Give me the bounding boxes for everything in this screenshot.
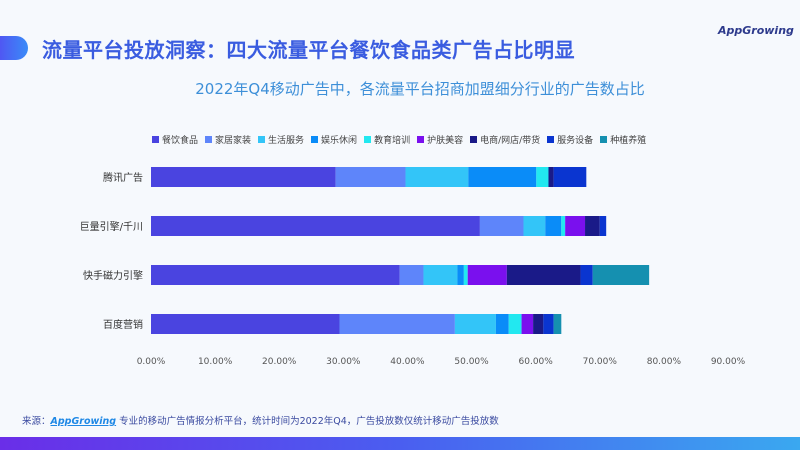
legend-item: 家居家装 [205,133,251,146]
x-tick-label: 80.00% [647,357,682,367]
bar-segment [457,265,464,285]
x-tick-label: 10.00% [198,357,233,367]
bar-segment [151,216,480,236]
bar-segment [151,265,400,285]
legend-label: 餐饮食品 [162,136,199,146]
legend-swatch [547,136,555,143]
bar-segment [548,167,554,187]
bar-segment [339,314,455,334]
legend-label: 护肤美容 [427,136,464,146]
bar-segment [423,265,458,285]
source-note: 来源：AppGrowing 专业的移动广告情报分析平台，统计时间为2022年Q4… [22,413,499,427]
bar-segment [553,167,587,187]
category-label: 腾讯广告 [103,171,143,184]
bar-segment [599,216,607,236]
category-label: 快手磁力引擎 [83,269,143,282]
bar-segment [506,265,581,285]
legend-label: 家居家装 [215,136,252,146]
bottom-gradient-bar [0,437,800,450]
legend: 餐饮食品 家居家装 生活服务 娱乐休闲 教育培训 护肤美容 电商/网店/带货 服务设备 种植养殖 [152,133,646,146]
bar-segment [521,314,534,334]
title-accent [0,36,28,60]
legend-item: 生活服务 [258,133,304,146]
category-label: 巨量引擎/千川 [80,220,143,233]
legend-swatch [470,136,478,143]
legend-swatch [311,136,319,143]
bar-segment [523,216,546,236]
legend-swatch [600,136,608,143]
legend-label: 服务设备 [557,136,594,146]
legend-label: 娱乐休闲 [321,136,358,146]
legend-item: 护肤美容 [417,133,463,146]
bar-segment [151,167,336,187]
bar-segment [533,314,544,334]
bar-segment [468,167,537,187]
legend-swatch [258,136,266,143]
bar-segment [463,265,468,285]
bar-segment [543,314,554,334]
legend-label: 教育培训 [374,136,411,146]
x-tick-label: 90.00% [711,357,746,367]
legend-item: 教育培训 [364,133,410,146]
legend-label: 生活服务 [268,136,305,146]
bar-segment [545,216,562,236]
legend-swatch [205,136,213,143]
bar-segment [479,216,524,236]
bar-segment [467,265,507,285]
x-tick-label: 50.00% [454,357,489,367]
legend-item: 服务设备 [547,133,593,146]
bar-segment [454,314,496,334]
bar-segment [592,265,650,285]
source-text: 专业的移动广告情报分析平台，统计时间为2022年Q4，广告投放数仅统计移动广告投… [116,416,499,427]
legend-label: 电商/网店/带货 [480,136,541,146]
bar-segment [495,314,509,334]
x-tick-label: 0.00% [137,357,166,367]
chart-title: 2022年Q4移动广告中，各流量平台招商加盟细分行业的广告数占比 [195,80,645,98]
legend-item: 电商/网店/带货 [470,133,540,146]
bar-segment [580,265,593,285]
x-tick-label: 20.00% [262,357,297,367]
legend-swatch [152,136,159,143]
category-label: 百度营销 [103,318,143,331]
legend-item: 种植养殖 [600,133,646,146]
bar-segment [585,216,600,236]
bar-segment [151,314,340,334]
bar-segment [335,167,406,187]
x-tick-label: 70.00% [583,357,618,367]
bar-segment [553,314,562,334]
bar-segment [399,265,424,285]
logo: AppGrowing [718,24,794,37]
bar-segment [508,314,522,334]
x-tick-label: 30.00% [326,357,361,367]
bar-segment [565,216,586,236]
page-title: 流量平台投放洞察：四大流量平台餐饮食品类广告占比明显 [42,38,575,62]
legend-swatch [417,136,425,143]
bar-segment [405,167,469,187]
source-brand-link[interactable]: AppGrowing [50,416,117,427]
legend-item: 餐饮食品 [152,133,198,146]
x-tick-label: 40.00% [390,357,425,367]
legend-label: 种植养殖 [610,136,647,146]
source-prefix: 来源： [22,416,51,427]
legend-item: 娱乐休闲 [311,133,357,146]
legend-swatch [364,136,372,143]
bar-segment [536,167,549,187]
x-tick-label: 60.00% [519,357,554,367]
bar-segment [561,216,566,236]
